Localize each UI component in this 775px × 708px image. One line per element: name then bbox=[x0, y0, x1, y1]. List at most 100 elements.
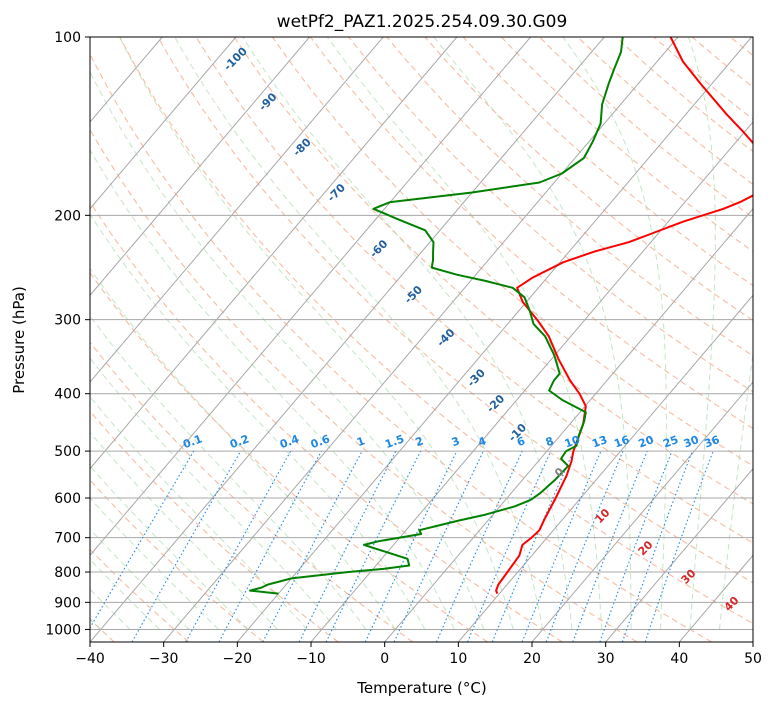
mixing-ratio-line bbox=[466, 450, 552, 642]
moist-adiabat-line bbox=[118, 37, 514, 630]
moist-adiabat-line bbox=[562, 37, 667, 630]
moist-adiabat-line bbox=[90, 314, 367, 630]
dry-adiabat-line bbox=[768, 37, 775, 642]
axis-ticks: −40 −30 −20 −10 0 10 20 30 40 5010020030040050060… bbox=[45, 30, 762, 667]
dry-adiabat-line bbox=[90, 548, 190, 642]
x-tick-label: −30 bbox=[149, 651, 179, 667]
mixing-ratio-label: 25 bbox=[661, 433, 680, 450]
dry-adiabat-line bbox=[90, 271, 488, 642]
mixing-ratio-line bbox=[521, 450, 602, 642]
dry-adiabat-line bbox=[691, 37, 753, 88]
mixing-ratio-line bbox=[131, 450, 242, 642]
isotherm-line bbox=[163, 37, 679, 642]
isotherm-line bbox=[752, 641, 753, 642]
moist-adiabat-line bbox=[90, 70, 485, 630]
x-tick-label: 20 bbox=[523, 651, 541, 667]
dry-adiabat-line bbox=[462, 37, 753, 287]
y-tick-label: 1000 bbox=[45, 622, 81, 638]
moist-adiabat-line bbox=[433, 37, 632, 630]
isotherm-line bbox=[90, 37, 310, 297]
moist-adiabat-line bbox=[90, 465, 249, 630]
isotherm-line bbox=[90, 37, 605, 642]
isotherm-line bbox=[90, 37, 531, 557]
y-tick-label: 200 bbox=[54, 208, 81, 224]
hydrolapse-label: -30 bbox=[465, 366, 488, 389]
dry-adiabat-line bbox=[348, 37, 753, 393]
temperature-profile-line bbox=[495, 37, 753, 594]
dry-adiabat-line bbox=[90, 341, 414, 642]
isotherm-line bbox=[457, 294, 753, 642]
moist-adiabat-line bbox=[90, 497, 219, 630]
x-tick-label: −20 bbox=[223, 651, 253, 667]
mixing-ratio-line bbox=[325, 450, 422, 642]
mixing-ratio-label: 3 bbox=[450, 434, 462, 449]
dry-adiabat-line bbox=[90, 128, 638, 642]
mixing-ratio-line bbox=[621, 450, 693, 642]
moist-adiabat-line bbox=[90, 395, 308, 630]
hydrolapse-label: -20 bbox=[484, 392, 507, 415]
mixing-ratio-label: 1 bbox=[355, 434, 367, 449]
mixing-ratio-line bbox=[435, 450, 523, 642]
mixing-ratio-label: 20 bbox=[637, 433, 656, 451]
chart-title: wetPf2_PAZ1.2025.254.09.30.G09 bbox=[277, 12, 568, 32]
mixing-ratio-line bbox=[491, 450, 575, 642]
y-tick-label: 500 bbox=[54, 444, 81, 460]
dry-adiabat-line bbox=[195, 37, 753, 544]
mixing-ratio-label: 1.5 bbox=[383, 432, 406, 451]
x-tick-label: 0 bbox=[380, 651, 389, 667]
moist-adiabat-line bbox=[90, 558, 160, 630]
moist-adiabat-line bbox=[90, 528, 190, 630]
dewpoint-profile-line bbox=[249, 37, 624, 595]
isotherm-line bbox=[531, 381, 753, 642]
isotherm-line bbox=[90, 37, 458, 470]
mixing-ratio-label: 6 bbox=[515, 434, 527, 449]
hydrolapse-label: -80 bbox=[290, 135, 313, 158]
mixing-ratio-line bbox=[545, 450, 624, 642]
hydrolapse-label: -70 bbox=[325, 181, 348, 204]
moist-adiabat-line bbox=[90, 149, 455, 630]
y-tick-label: 100 bbox=[54, 30, 81, 46]
x-axis-label: Temperature (°C) bbox=[356, 679, 486, 697]
x-tick-label: 30 bbox=[597, 651, 615, 667]
dry-adiabat-line bbox=[653, 37, 753, 120]
moist-adiabat-line bbox=[90, 267, 396, 630]
mixing-ratio-label: 2 bbox=[414, 434, 426, 449]
moist-adiabat-line bbox=[688, 37, 716, 630]
mixing-ratio-line bbox=[364, 450, 458, 642]
dry-adiabat-line bbox=[90, 410, 339, 642]
dry-adiabat-line bbox=[90, 479, 264, 642]
mixing-ratio-label: 30 bbox=[682, 433, 701, 451]
mixing-ratio-line bbox=[90, 450, 195, 629]
mixing-ratio-line bbox=[298, 450, 397, 642]
hydrolapse-label: -90 bbox=[256, 90, 279, 113]
mixing-ratio-line bbox=[599, 450, 673, 642]
x-tick-label: 10 bbox=[449, 651, 467, 667]
isotherm-line bbox=[310, 121, 753, 642]
mixing-ratio-label: 0.4 bbox=[278, 432, 301, 451]
dry-adiabat-line bbox=[233, 37, 753, 505]
series-layer bbox=[249, 37, 753, 595]
isotherm-line bbox=[678, 554, 753, 642]
adiabat-label: 30 bbox=[679, 567, 699, 587]
moist-adiabat-line bbox=[326, 37, 603, 630]
hydrolapse-label: -40 bbox=[434, 326, 457, 349]
plot-frame bbox=[89, 36, 754, 643]
mixing-ratio-line bbox=[262, 450, 363, 642]
y-tick-label: 900 bbox=[54, 595, 81, 611]
moist-adiabat-line bbox=[90, 357, 337, 630]
y-tick-label: 300 bbox=[54, 313, 81, 329]
moist-adiabat-line bbox=[90, 213, 426, 630]
y-tick-label: 400 bbox=[54, 387, 81, 403]
y-axis-label: Pressure (hPa) bbox=[10, 286, 28, 394]
mixing-ratio-label: 0.6 bbox=[309, 432, 332, 451]
moist-adiabat-line bbox=[719, 348, 753, 630]
adiabat-label: 10 bbox=[593, 506, 613, 526]
isotherm-line bbox=[605, 467, 753, 642]
moist-adiabat-line bbox=[90, 431, 278, 630]
y-tick-label: 700 bbox=[54, 531, 81, 547]
y-tick-label: 800 bbox=[54, 565, 81, 581]
mixing-ratio-line bbox=[218, 450, 322, 642]
x-tick-label: 50 bbox=[744, 651, 762, 667]
